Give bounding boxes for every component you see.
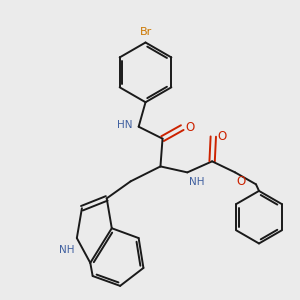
Text: HN: HN xyxy=(117,120,132,130)
Text: O: O xyxy=(217,130,226,143)
Text: NH: NH xyxy=(59,245,74,255)
Text: O: O xyxy=(186,121,195,134)
Text: NH: NH xyxy=(189,177,204,187)
Text: Br: Br xyxy=(140,27,152,37)
Text: O: O xyxy=(237,176,246,188)
